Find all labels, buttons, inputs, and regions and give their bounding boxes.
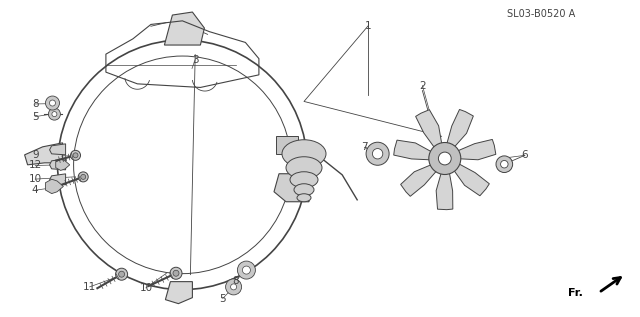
Circle shape bbox=[243, 266, 250, 274]
Circle shape bbox=[237, 261, 255, 279]
Text: 4: 4 bbox=[32, 185, 38, 195]
Circle shape bbox=[173, 270, 179, 276]
Circle shape bbox=[49, 100, 56, 106]
Polygon shape bbox=[165, 281, 193, 304]
Polygon shape bbox=[436, 172, 453, 210]
Text: 7: 7 bbox=[362, 142, 368, 152]
FancyBboxPatch shape bbox=[276, 136, 298, 154]
Ellipse shape bbox=[286, 157, 322, 179]
Text: 12: 12 bbox=[29, 160, 42, 171]
Text: 9: 9 bbox=[32, 150, 38, 160]
Polygon shape bbox=[415, 110, 442, 148]
Circle shape bbox=[49, 108, 60, 120]
Text: 10: 10 bbox=[29, 174, 42, 184]
Text: 11: 11 bbox=[83, 282, 96, 292]
Circle shape bbox=[45, 96, 60, 110]
Polygon shape bbox=[45, 179, 63, 194]
Polygon shape bbox=[164, 12, 204, 45]
Circle shape bbox=[438, 152, 451, 165]
Polygon shape bbox=[49, 159, 65, 170]
Text: 8: 8 bbox=[232, 276, 239, 287]
Text: 1: 1 bbox=[365, 21, 371, 31]
Text: 5: 5 bbox=[220, 294, 226, 304]
Ellipse shape bbox=[294, 184, 314, 196]
Circle shape bbox=[78, 172, 88, 182]
Circle shape bbox=[496, 156, 513, 172]
Circle shape bbox=[500, 160, 508, 168]
Circle shape bbox=[230, 284, 237, 290]
Polygon shape bbox=[401, 165, 437, 196]
Polygon shape bbox=[447, 109, 474, 147]
Circle shape bbox=[81, 174, 86, 179]
Polygon shape bbox=[394, 140, 432, 160]
Text: 8: 8 bbox=[32, 99, 38, 109]
Polygon shape bbox=[49, 174, 65, 185]
Circle shape bbox=[118, 271, 125, 277]
Circle shape bbox=[429, 143, 461, 174]
Polygon shape bbox=[457, 139, 496, 160]
Polygon shape bbox=[454, 164, 490, 196]
Text: 10: 10 bbox=[140, 283, 152, 293]
Circle shape bbox=[52, 112, 57, 117]
Circle shape bbox=[372, 149, 383, 159]
Circle shape bbox=[116, 268, 127, 280]
Text: Fr.: Fr. bbox=[568, 288, 583, 299]
Ellipse shape bbox=[297, 194, 311, 202]
Text: 2: 2 bbox=[419, 81, 426, 91]
Circle shape bbox=[70, 150, 81, 160]
Text: 6: 6 bbox=[522, 150, 528, 160]
Polygon shape bbox=[274, 174, 309, 202]
Text: 3: 3 bbox=[192, 55, 198, 65]
Ellipse shape bbox=[282, 140, 326, 168]
Polygon shape bbox=[24, 143, 63, 165]
Circle shape bbox=[226, 279, 242, 295]
Text: 5: 5 bbox=[32, 112, 38, 122]
Circle shape bbox=[170, 267, 182, 279]
Polygon shape bbox=[49, 144, 65, 155]
Ellipse shape bbox=[290, 172, 318, 188]
Circle shape bbox=[366, 142, 389, 165]
Circle shape bbox=[73, 153, 78, 158]
Text: SL03-B0520 A: SL03-B0520 A bbox=[507, 9, 575, 19]
Polygon shape bbox=[56, 159, 70, 171]
